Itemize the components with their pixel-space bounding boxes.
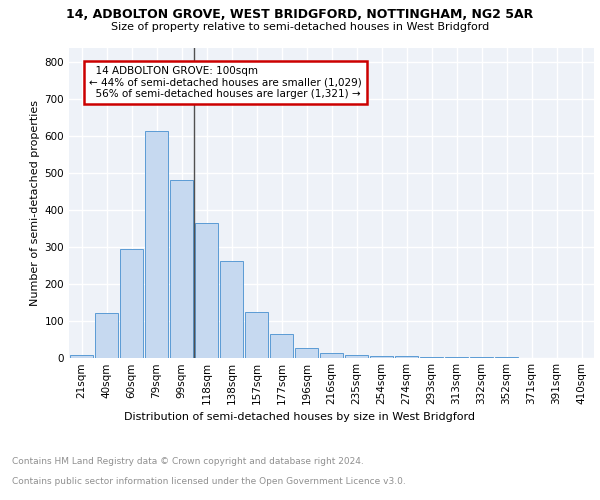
Text: Contains HM Land Registry data © Crown copyright and database right 2024.: Contains HM Land Registry data © Crown c…: [12, 458, 364, 466]
Bar: [195, 223, 218, 358]
Bar: [345, 355, 368, 358]
Bar: [170, 180, 193, 358]
Text: 14 ADBOLTON GROVE: 100sqm  
← 44% of semi-detached houses are smaller (1,029)
  : 14 ADBOLTON GROVE: 100sqm ← 44% of semi-…: [89, 66, 362, 99]
Bar: [295, 348, 318, 358]
Bar: [420, 357, 443, 358]
Bar: [370, 356, 393, 358]
Text: Size of property relative to semi-detached houses in West Bridgford: Size of property relative to semi-detach…: [111, 22, 489, 32]
Bar: [395, 356, 418, 358]
Bar: [95, 313, 118, 358]
Bar: [270, 334, 293, 357]
Bar: [70, 354, 93, 358]
Text: Contains public sector information licensed under the Open Government Licence v3: Contains public sector information licen…: [12, 478, 406, 486]
Bar: [245, 312, 268, 358]
Y-axis label: Number of semi-detached properties: Number of semi-detached properties: [31, 100, 40, 306]
Text: Distribution of semi-detached houses by size in West Bridgford: Distribution of semi-detached houses by …: [125, 412, 476, 422]
Bar: [120, 248, 143, 358]
Text: 14, ADBOLTON GROVE, WEST BRIDGFORD, NOTTINGHAM, NG2 5AR: 14, ADBOLTON GROVE, WEST BRIDGFORD, NOTT…: [67, 8, 533, 20]
Bar: [320, 352, 343, 358]
Bar: [220, 261, 243, 358]
Bar: [145, 130, 168, 358]
